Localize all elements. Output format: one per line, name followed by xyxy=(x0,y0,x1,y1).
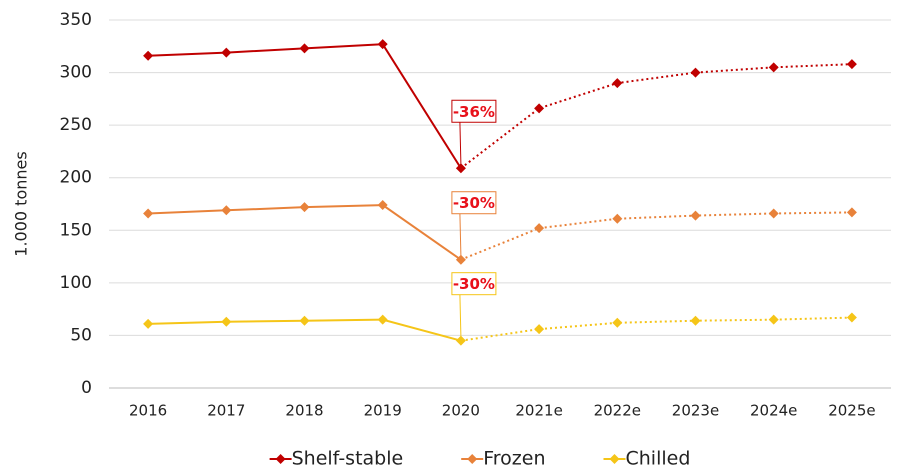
data-point xyxy=(299,315,310,326)
annotation-box xyxy=(451,191,497,215)
data-point xyxy=(768,62,779,73)
data-point xyxy=(143,208,154,219)
series-line xyxy=(460,316,852,342)
x-tick-label: 2018 xyxy=(285,402,323,420)
annotation: -36% xyxy=(453,103,495,121)
data-point xyxy=(221,316,232,327)
legend-label: Shelf-stable xyxy=(292,448,404,470)
data-point xyxy=(768,314,779,325)
data-point xyxy=(455,163,466,174)
data-point xyxy=(221,47,232,58)
y-tick-label: 100 xyxy=(60,273,92,293)
annotation-leader xyxy=(459,294,462,337)
data-point xyxy=(690,67,701,78)
y-tick-label: 50 xyxy=(70,325,92,345)
annotation-box xyxy=(451,272,497,296)
data-point xyxy=(612,213,623,224)
data-point xyxy=(846,207,857,218)
y-tick-label: 200 xyxy=(60,168,92,188)
x-tick-label: 2020 xyxy=(442,402,480,420)
legend-label: Frozen xyxy=(483,448,545,470)
data-point xyxy=(534,103,545,114)
x-tick-label: 2024e xyxy=(750,402,797,420)
legend-marker xyxy=(467,454,478,464)
x-tick-label: 2023e xyxy=(672,402,719,420)
y-tick-label: 250 xyxy=(60,115,92,135)
y-tick-label: 300 xyxy=(60,63,92,83)
data-point xyxy=(377,39,388,50)
data-point xyxy=(612,78,623,89)
data-point xyxy=(221,205,232,216)
x-tick-label: 2016 xyxy=(129,402,167,420)
x-tick-label: 2025e xyxy=(828,402,875,420)
legend-marker xyxy=(609,454,620,464)
x-tick-label: 2022e xyxy=(594,402,641,420)
annotation-leader xyxy=(459,122,462,165)
x-tick-label: 2019 xyxy=(364,402,402,420)
data-point xyxy=(690,315,701,326)
data-point xyxy=(377,200,388,211)
data-point xyxy=(299,43,310,54)
legend-marker xyxy=(275,454,286,464)
annotation-box xyxy=(451,99,497,123)
data-point xyxy=(846,59,857,70)
x-tick-label: 2021e xyxy=(515,402,562,420)
series-line xyxy=(460,211,852,261)
legend-label: Chilled xyxy=(625,448,690,470)
y-tick-label: 150 xyxy=(60,220,92,240)
y-tick-label: 350 xyxy=(60,10,92,30)
data-point xyxy=(534,223,545,234)
y-axis-label: 1.000 tonnes xyxy=(12,151,31,256)
data-point xyxy=(455,254,466,265)
data-point xyxy=(377,314,388,325)
data-point xyxy=(143,50,154,61)
data-point xyxy=(612,317,623,328)
series-line xyxy=(148,43,462,169)
data-point xyxy=(455,335,466,346)
data-point xyxy=(768,208,779,219)
data-point xyxy=(534,324,545,335)
data-point xyxy=(846,312,857,323)
x-tick-label: 2017 xyxy=(207,402,245,420)
data-point xyxy=(690,210,701,221)
annotation: -30% xyxy=(453,194,495,212)
annotation: -30% xyxy=(453,275,495,293)
legend: Shelf-stable Frozen Chilled xyxy=(269,448,690,470)
data-point xyxy=(143,318,154,329)
y-tick-label: 0 xyxy=(81,378,92,398)
series-line xyxy=(148,204,462,261)
annotation-leader xyxy=(459,213,462,256)
data-point xyxy=(299,202,310,213)
series-line xyxy=(460,63,852,170)
